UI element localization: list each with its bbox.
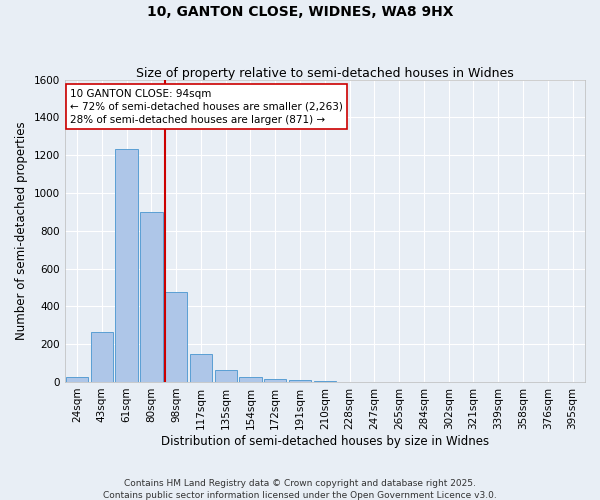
Bar: [289, 380, 311, 382]
Text: 10, GANTON CLOSE, WIDNES, WA8 9HX: 10, GANTON CLOSE, WIDNES, WA8 9HX: [147, 5, 453, 19]
Bar: [140, 212, 163, 382]
Bar: [215, 370, 237, 382]
Text: 10 GANTON CLOSE: 94sqm
← 72% of semi-detached houses are smaller (2,263)
28% of : 10 GANTON CLOSE: 94sqm ← 72% of semi-det…: [70, 88, 343, 125]
Bar: [66, 377, 88, 382]
Bar: [190, 354, 212, 382]
Text: Contains HM Land Registry data © Crown copyright and database right 2025.
Contai: Contains HM Land Registry data © Crown c…: [103, 478, 497, 500]
Bar: [91, 332, 113, 382]
Bar: [165, 292, 187, 382]
Bar: [264, 378, 286, 382]
Y-axis label: Number of semi-detached properties: Number of semi-detached properties: [15, 122, 28, 340]
X-axis label: Distribution of semi-detached houses by size in Widnes: Distribution of semi-detached houses by …: [161, 434, 489, 448]
Bar: [115, 150, 138, 382]
Title: Size of property relative to semi-detached houses in Widnes: Size of property relative to semi-detach…: [136, 66, 514, 80]
Bar: [239, 376, 262, 382]
